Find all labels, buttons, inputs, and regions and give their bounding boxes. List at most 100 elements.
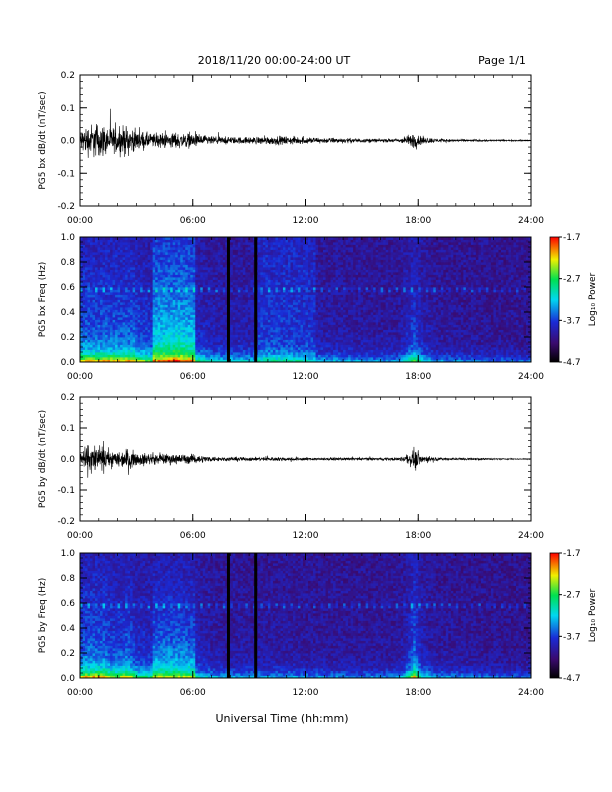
spectrogram-cell [210, 344, 214, 348]
spectrogram-cell [157, 312, 161, 315]
spectrogram-cell [192, 307, 196, 310]
spectrogram-cell [185, 299, 189, 303]
spectrogram-cell [172, 304, 176, 308]
spectrogram-cell [318, 279, 321, 283]
spectrogram-cell [262, 304, 266, 308]
spectrogram-cell [162, 309, 166, 313]
spectrogram-cell [285, 342, 289, 345]
spectrogram-cell [210, 249, 214, 253]
spectrogram-cell [147, 287, 151, 290]
spectrogram-cell [247, 349, 251, 353]
spectrogram-cell [257, 327, 261, 330]
spectrogram-cell [127, 257, 131, 260]
spectrogram-cell [257, 322, 261, 325]
spectrogram-cell [125, 292, 129, 295]
spectrogram-cell [308, 247, 311, 250]
spectrogram-cell [210, 259, 214, 263]
spectrogram-cell [160, 244, 164, 248]
spectrogram-cell [205, 247, 209, 250]
spectrogram-cell [97, 334, 101, 338]
spectrogram-cell [202, 302, 206, 305]
spectrogram-cell [220, 342, 224, 345]
spectrogram-cell [187, 264, 191, 268]
spectrogram-cell [245, 312, 249, 315]
spectrogram-cell [122, 274, 126, 278]
spectrogram-cell [82, 347, 86, 350]
spectrogram-cell [87, 274, 91, 278]
spectrogram-cell [315, 282, 319, 285]
spectrogram-cell [220, 249, 224, 253]
spectrogram-cell [87, 342, 91, 345]
spectrogram-cell [125, 282, 129, 285]
spectrogram-cell [292, 314, 296, 318]
spectrogram-cell [222, 292, 226, 295]
spectrogram-cell [310, 329, 314, 333]
spectrogram-cell [205, 337, 209, 340]
spectrogram-cell [240, 337, 244, 340]
spectrogram-cell [90, 264, 93, 268]
spectrogram-cell [235, 357, 239, 360]
spectrogram-cell [162, 247, 166, 250]
spectrogram-cell [290, 319, 294, 323]
spectrogram-cell [207, 352, 211, 355]
spectrogram-cell [313, 252, 316, 255]
spectrogram-cell [120, 282, 123, 285]
spectrogram-cell [297, 312, 301, 315]
spectrogram-cell [217, 252, 221, 255]
spectrogram-cell [87, 344, 91, 348]
spectrogram-cell [167, 324, 171, 328]
spectrogram-cell [142, 337, 146, 340]
spectrogram-cell [215, 332, 219, 335]
spectrogram-cell [320, 349, 324, 353]
spectrogram-cell [95, 317, 98, 320]
spectrogram-cell [290, 312, 294, 315]
spectrogram-cell [318, 257, 321, 260]
spectrogram-cell [315, 322, 319, 325]
spectrogram-cell [315, 354, 319, 358]
spectrogram-cell [277, 237, 281, 240]
spectrogram-cell [120, 292, 123, 295]
spectrogram-cell [185, 254, 189, 258]
spectrogram-cell [172, 349, 176, 353]
spectrogram-cell [207, 247, 211, 250]
spectrogram-cell [310, 354, 314, 358]
spectrogram-cell [147, 337, 151, 340]
spectrogram-cell [85, 257, 88, 260]
spectrogram-cell [262, 262, 266, 265]
spectrogram-cell [210, 339, 214, 343]
spectrogram-cell [170, 334, 174, 338]
spectrogram-cell [200, 339, 204, 343]
spectrogram-cell [180, 274, 184, 278]
spectrogram-cell [130, 304, 134, 308]
spectrogram-cell [112, 277, 116, 280]
spectrogram-cell [132, 284, 136, 288]
spectrogram-cell [177, 274, 181, 278]
spectrogram-cell [318, 277, 321, 280]
spectrogram-cell [90, 297, 93, 300]
spectrogram-cell [157, 352, 161, 355]
spectrogram-cell [217, 269, 221, 273]
spectrogram-cell [285, 334, 289, 338]
spectrogram-cell [205, 262, 209, 265]
spectrogram-cell [195, 259, 199, 263]
spectrogram-cell [257, 294, 261, 298]
spectrogram-cell [232, 354, 236, 358]
spectrogram-cell [165, 267, 169, 270]
spectrogram-cell [320, 332, 324, 335]
spectrogram-cell [140, 299, 144, 303]
spectrogram-cell [170, 249, 174, 253]
spectrogram-cell [157, 349, 161, 353]
spectrogram-cell [127, 299, 131, 303]
spectrogram-cell [175, 294, 179, 298]
spectrogram-cell [302, 327, 306, 330]
spectrogram-cell [150, 324, 154, 328]
spectrogram-cell [290, 299, 294, 303]
spectrogram-cell [95, 249, 98, 253]
spectrogram-cell [257, 267, 261, 270]
spectrogram-cell [160, 277, 164, 280]
spectrogram-cell [207, 279, 211, 283]
spectrogram-cell [97, 274, 101, 278]
spectrogram-cell [250, 254, 254, 258]
spectrogram-cell [265, 254, 269, 258]
spectrogram-cell [220, 264, 224, 268]
